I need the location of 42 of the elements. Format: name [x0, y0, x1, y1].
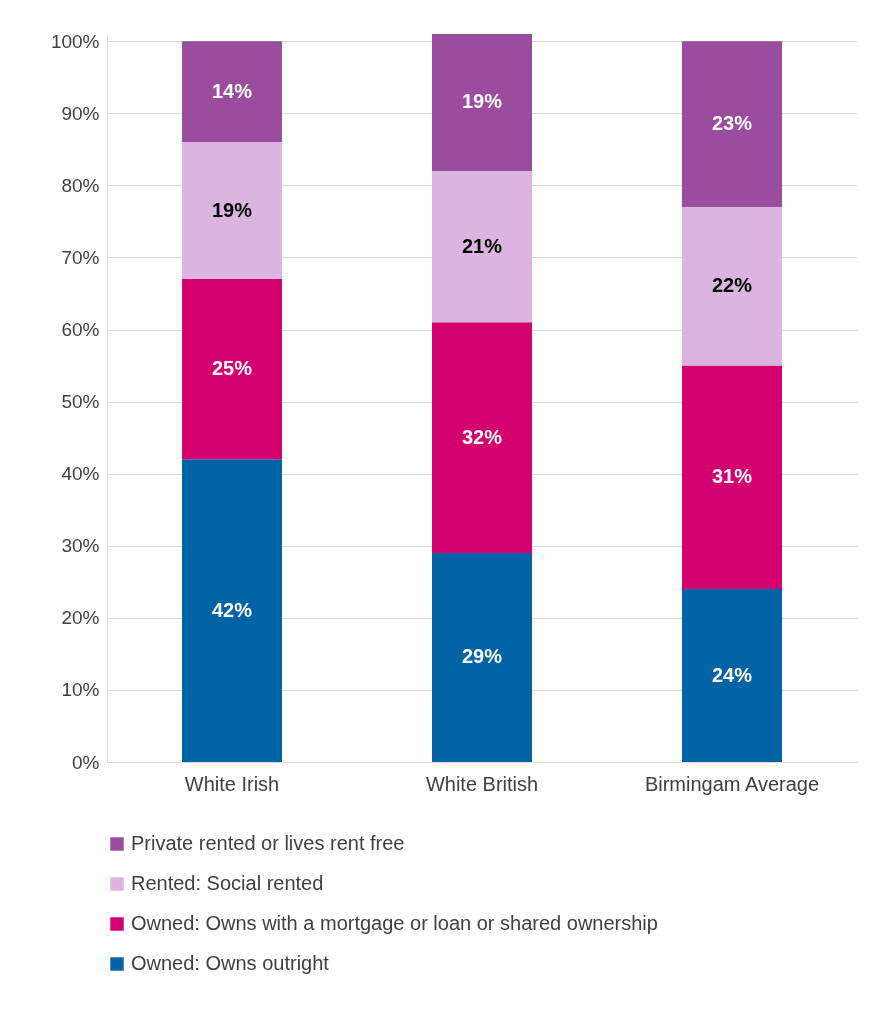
bar	[432, 34, 532, 171]
bar	[182, 459, 282, 762]
y-tick-label: 60%	[61, 319, 100, 341]
y-tick-label: 80%	[61, 174, 100, 196]
legend-label: Private rented or lives rent free	[131, 832, 405, 854]
legend-label: Owned: Owns with a mortgage or loan or shared ownership	[131, 912, 658, 934]
data-label: 24%	[711, 663, 753, 686]
x-tick-label: White Irish	[184, 772, 280, 795]
legend-label: Rented: Social rented	[131, 872, 324, 894]
data-label: 21%	[461, 234, 503, 257]
bar	[432, 170, 532, 323]
data-label: 32%	[461, 425, 503, 448]
data-label: 19%	[211, 198, 253, 221]
legend-label: Owned: Owns outright	[131, 952, 330, 974]
x-tick-label: Birmingam Average	[644, 772, 820, 795]
y-tick-label: 30%	[61, 535, 100, 557]
bar	[182, 279, 282, 460]
data-label: 14%	[211, 79, 253, 102]
data-label: 42%	[211, 598, 253, 621]
y-tick-label: 0%	[72, 751, 100, 773]
data-label: 23%	[711, 112, 753, 135]
bar	[432, 322, 532, 553]
x-tick-label: White British	[425, 772, 539, 795]
y-tick-label: 10%	[61, 679, 100, 701]
bar	[682, 589, 782, 762]
data-label: 25%	[211, 357, 253, 380]
data-label: 29%	[461, 645, 503, 668]
bar	[682, 365, 782, 590]
bar	[682, 41, 782, 207]
bar	[182, 41, 282, 143]
y-tick-label: 20%	[61, 607, 100, 629]
data-label: 19%	[461, 90, 503, 113]
y-tick-label: 70%	[61, 246, 100, 268]
data-label: 31%	[711, 465, 753, 488]
y-tick-label: 90%	[61, 102, 100, 124]
data-label: 22%	[711, 274, 753, 297]
y-tick-label: 40%	[61, 463, 100, 485]
bar	[182, 142, 282, 280]
y-tick-label: 100%	[50, 30, 100, 52]
bar	[682, 206, 782, 366]
y-tick-label: 50%	[61, 391, 100, 413]
bar	[432, 552, 532, 762]
